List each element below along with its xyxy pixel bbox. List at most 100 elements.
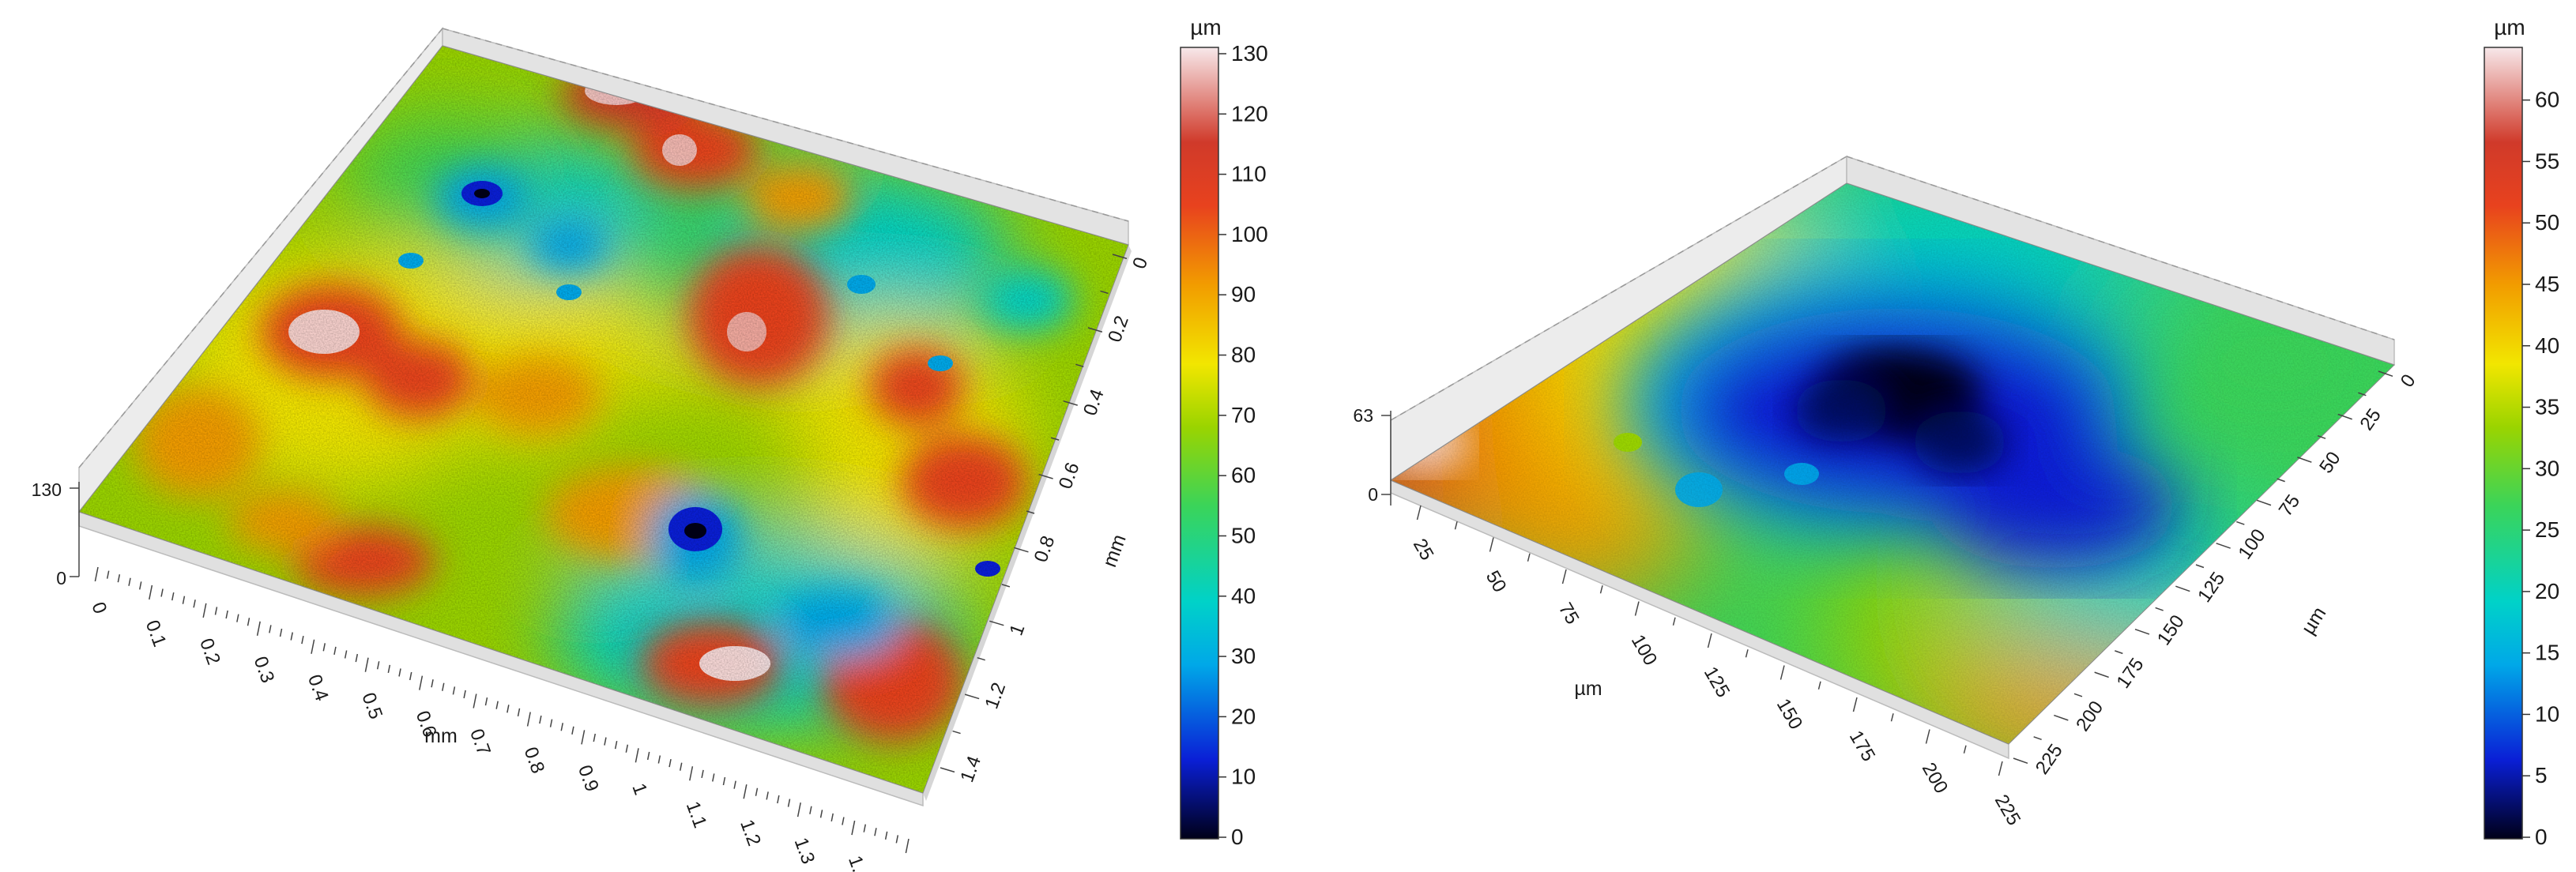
axis-major-tick [256, 621, 261, 636]
axis-minor-tick [2033, 736, 2042, 740]
axis-major-tick [1925, 729, 1930, 744]
colorbar-tick-label: 80 [1231, 343, 1256, 367]
right-z-tick-top: 63 [1353, 405, 1373, 426]
axis-tick-label: 0.7 [465, 726, 495, 758]
axis-major-tick [2256, 499, 2272, 506]
axis-minor-tick [884, 831, 888, 840]
axis-minor-tick [517, 708, 521, 717]
axis-minor-tick [712, 773, 715, 782]
colorbar-tick-label: 55 [2535, 148, 2559, 173]
axis-minor-tick [766, 791, 769, 800]
colorbar-tick-label: 60 [1231, 463, 1256, 487]
axis-minor-tick [2317, 434, 2326, 439]
axis-tick-label: 125 [1700, 663, 1734, 701]
axis-minor-tick [1527, 553, 1531, 562]
colorbar-tick-label: 40 [1231, 584, 1256, 608]
colorbar-tick-label: 10 [2535, 701, 2559, 726]
axis-tick-label: 125 [2194, 568, 2229, 606]
axis-minor-tick [614, 741, 618, 750]
axis-minor-tick [507, 705, 510, 713]
axis-major-tick [964, 693, 980, 700]
colorbar-tick-label: 0 [1231, 825, 1244, 849]
axis-major-tick [940, 767, 955, 773]
axis-major-tick [1852, 697, 1858, 712]
axis-minor-tick [301, 635, 304, 645]
axis-minor-tick [733, 780, 736, 789]
axis-minor-tick [160, 588, 164, 597]
colorbar-tick-label: 130 [1231, 41, 1268, 66]
axis-minor-tick [182, 596, 186, 604]
axis-minor-tick [895, 835, 899, 844]
colorbar-tick-label: 70 [1231, 403, 1256, 427]
axis-minor-tick [1075, 363, 1084, 368]
axis-minor-tick [809, 806, 812, 814]
colorbar-tick-label: 10 [1231, 765, 1256, 789]
axis-tick-label: 1 [627, 780, 651, 798]
axis-tick-label: 25 [2356, 405, 2385, 434]
axis-minor-tick [138, 581, 142, 590]
axis-tick-label: 0.4 [1079, 386, 1109, 419]
axis-minor-tick [2236, 521, 2245, 525]
right-colorbar: µm 0 5 10 15 20 25 30 35 40 45 50 55 60 [2484, 15, 2559, 849]
axis-tick-label: 175 [2112, 654, 2148, 692]
axis-tick-label: 0.1 [141, 618, 171, 650]
axis-major-tick [311, 639, 315, 654]
axis-minor-tick [977, 656, 985, 661]
colorbar-tick-label: 25 [2535, 517, 2559, 542]
axis-tick-label: 0 [1128, 254, 1152, 272]
axis-tick-label: 0.2 [1104, 313, 1133, 345]
axis-minor-tick [290, 632, 293, 641]
colorbar-tick-label: 45 [2535, 272, 2559, 296]
axis-minor-tick [442, 682, 445, 691]
axis-major-tick [797, 802, 801, 818]
axis-tick-label: 100 [2234, 525, 2269, 563]
axis-major-tick [2013, 757, 2028, 765]
left-z-tick-zero: 0 [56, 568, 66, 588]
axis-minor-tick [269, 625, 272, 633]
axis-tick-label: 0.8 [520, 744, 549, 776]
axis-major-tick [2094, 671, 2109, 678]
axis-major-tick [2054, 714, 2069, 721]
colorbar-tick-label: 120 [1231, 101, 1268, 126]
axis-minor-tick [495, 701, 499, 709]
axis-minor-tick [755, 787, 759, 796]
left-surface-plot: 0 0.1 0.2 0.3 0.4 0.5 0.6 0.7 0.8 0.9 1 1.1 1.2 1.3 1.… [32, 15, 1268, 872]
axis-tick-label: 175 [1845, 727, 1879, 765]
axis-minor-tick [225, 610, 228, 619]
right-z-tick-zero: 0 [1368, 484, 1378, 505]
axis-minor-tick [2358, 392, 2367, 397]
axis-minor-tick [701, 769, 704, 779]
axis-minor-tick [549, 719, 553, 727]
axis-major-tick [851, 820, 856, 836]
axis-major-tick [2337, 413, 2352, 420]
axis-minor-tick [171, 592, 175, 601]
right-colorbar-gradient [2484, 47, 2523, 840]
colorbar-tick-label: 35 [2535, 395, 2559, 419]
colorbar-tick-label: 50 [2535, 210, 2559, 235]
axis-major-tick [2378, 370, 2393, 378]
axis-major-tick [1014, 547, 1029, 553]
axis-tick-label: 1.4 [956, 753, 985, 785]
axis-tick-label: 0 [2397, 370, 2420, 391]
axis-major-tick [905, 838, 910, 854]
axis-minor-tick [787, 799, 791, 807]
axis-tick-label: 50 [2315, 448, 2344, 477]
axis-tick-label: 1.3 [790, 835, 819, 867]
axis-minor-tick [952, 730, 961, 735]
colorbar-tick-label: 110 [1231, 162, 1267, 186]
axis-minor-tick [398, 668, 401, 677]
axis-tick-label: 1.1 [682, 799, 711, 831]
axis-tick-label: 225 [2032, 740, 2067, 778]
axis-minor-tick [1745, 649, 1749, 658]
axis-minor-tick [722, 776, 726, 786]
axis-major-tick [1112, 254, 1128, 260]
axis-tick-label: 1 [1006, 622, 1030, 639]
axis-tick-label: 150 [2153, 611, 2189, 649]
axis-minor-tick [1599, 585, 1603, 594]
axis-minor-tick [604, 737, 607, 746]
axis-minor-tick [193, 600, 196, 608]
axis-major-tick [473, 693, 477, 708]
axis-tick-label: 0.5 [357, 690, 386, 722]
left-colorbar-unit: µm [1190, 15, 1221, 39]
